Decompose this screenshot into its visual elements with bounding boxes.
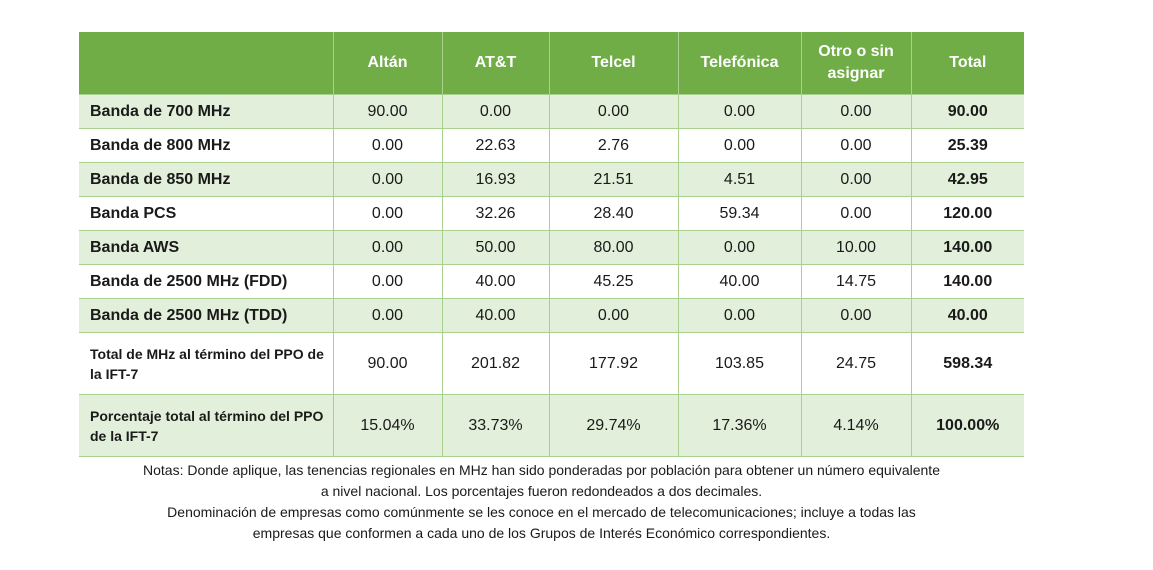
cell-telcel: 28.40 bbox=[548, 196, 679, 231]
cell-telcel: 21.51 bbox=[548, 162, 679, 197]
cell-altan: 0.00 bbox=[332, 196, 443, 231]
note-line: a nivel nacional. Los porcentajes fueron… bbox=[320, 483, 763, 499]
header-otro: Otro o sin asignar bbox=[800, 32, 912, 95]
cell-telcel: 0.00 bbox=[548, 94, 679, 129]
cell-att: 32.26 bbox=[441, 196, 550, 231]
cell-telcel: 80.00 bbox=[548, 230, 679, 265]
cell-att: 40.00 bbox=[441, 264, 550, 299]
table-row-total-mhz: Total de MHz al término del PPO de la IF… bbox=[79, 332, 1024, 395]
cell-otro: 0.00 bbox=[800, 196, 912, 231]
row-label: Banda de 800 MHz bbox=[79, 128, 334, 163]
cell-altan: 0.00 bbox=[332, 230, 443, 265]
header-att: AT&T bbox=[441, 32, 550, 95]
cell-altan: 90.00 bbox=[332, 94, 443, 129]
cell-telcel: 177.92 bbox=[548, 332, 679, 395]
table-row: Banda PCS 0.00 32.26 28.40 59.34 0.00 12… bbox=[79, 196, 1024, 231]
cell-telefonica: 0.00 bbox=[677, 94, 802, 129]
cell-total: 120.00 bbox=[910, 196, 1024, 231]
cell-altan: 0.00 bbox=[332, 128, 443, 163]
table-row: Banda de 2500 MHz (TDD) 0.00 40.00 0.00 … bbox=[79, 298, 1024, 333]
cell-att: 50.00 bbox=[441, 230, 550, 265]
cell-att: 201.82 bbox=[441, 332, 550, 395]
note-line: Notas: Donde aplique, las tenencias regi… bbox=[143, 462, 940, 478]
cell-altan: 15.04% bbox=[332, 394, 443, 457]
table-header-row: Altán AT&T Telcel Telefónica Otro o sin … bbox=[79, 32, 1024, 95]
cell-telcel: 0.00 bbox=[548, 298, 679, 333]
cell-total: 140.00 bbox=[910, 264, 1024, 299]
cell-otro: 4.14% bbox=[800, 394, 912, 457]
cell-altan: 0.00 bbox=[332, 298, 443, 333]
cell-telefonica: 0.00 bbox=[677, 230, 802, 265]
cell-total: 100.00% bbox=[910, 394, 1024, 457]
cell-altan: 90.00 bbox=[332, 332, 443, 395]
table-row-percentage: Porcentaje total al término del PPO de l… bbox=[79, 394, 1024, 457]
table-row: Banda de 700 MHz 90.00 0.00 0.00 0.00 0.… bbox=[79, 94, 1024, 129]
row-label: Banda PCS bbox=[79, 196, 334, 231]
row-label: Banda de 700 MHz bbox=[79, 94, 334, 129]
table-row: Banda AWS 0.00 50.00 80.00 0.00 10.00 14… bbox=[79, 230, 1024, 265]
header-telcel: Telcel bbox=[548, 32, 679, 95]
cell-total: 598.34 bbox=[910, 332, 1024, 395]
table-row: Banda de 800 MHz 0.00 22.63 2.76 0.00 0.… bbox=[79, 128, 1024, 163]
row-label: Banda de 850 MHz bbox=[79, 162, 334, 197]
cell-telefonica: 0.00 bbox=[677, 128, 802, 163]
cell-att: 0.00 bbox=[441, 94, 550, 129]
spectrum-holdings-table: Altán AT&T Telcel Telefónica Otro o sin … bbox=[79, 32, 1024, 457]
cell-att: 40.00 bbox=[441, 298, 550, 333]
cell-otro: 24.75 bbox=[800, 332, 912, 395]
row-label: Total de MHz al término del PPO de la IF… bbox=[79, 332, 334, 395]
cell-altan: 0.00 bbox=[332, 264, 443, 299]
cell-telefonica: 4.51 bbox=[677, 162, 802, 197]
cell-otro: 0.00 bbox=[800, 128, 912, 163]
cell-telefonica: 59.34 bbox=[677, 196, 802, 231]
cell-telcel: 45.25 bbox=[548, 264, 679, 299]
table-notes: Notas: Donde aplique, las tenencias regi… bbox=[79, 460, 1004, 544]
cell-total: 25.39 bbox=[910, 128, 1024, 163]
header-blank-cell bbox=[79, 32, 334, 95]
note-line: Denominación de empresas como comúnmente… bbox=[167, 504, 916, 520]
cell-att: 22.63 bbox=[441, 128, 550, 163]
row-label: Porcentaje total al término del PPO de l… bbox=[79, 394, 334, 457]
cell-telefonica: 17.36% bbox=[677, 394, 802, 457]
cell-total: 42.95 bbox=[910, 162, 1024, 197]
cell-total: 140.00 bbox=[910, 230, 1024, 265]
table-row: Banda de 2500 MHz (FDD) 0.00 40.00 45.25… bbox=[79, 264, 1024, 299]
table-row: Banda de 850 MHz 0.00 16.93 21.51 4.51 0… bbox=[79, 162, 1024, 197]
header-total: Total bbox=[910, 32, 1024, 95]
row-label: Banda de 2500 MHz (TDD) bbox=[79, 298, 334, 333]
header-altan: Altán bbox=[332, 32, 443, 95]
cell-otro: 0.00 bbox=[800, 162, 912, 197]
row-label: Banda AWS bbox=[79, 230, 334, 265]
note-line: empresas que conformen a cada uno de los… bbox=[252, 525, 831, 541]
cell-telcel: 2.76 bbox=[548, 128, 679, 163]
cell-att: 33.73% bbox=[441, 394, 550, 457]
row-label: Banda de 2500 MHz (FDD) bbox=[79, 264, 334, 299]
cell-telcel: 29.74% bbox=[548, 394, 679, 457]
header-telefonica: Telefónica bbox=[677, 32, 802, 95]
cell-telefonica: 0.00 bbox=[677, 298, 802, 333]
cell-altan: 0.00 bbox=[332, 162, 443, 197]
cell-total: 90.00 bbox=[910, 94, 1024, 129]
cell-att: 16.93 bbox=[441, 162, 550, 197]
cell-telefonica: 103.85 bbox=[677, 332, 802, 395]
cell-otro: 10.00 bbox=[800, 230, 912, 265]
cell-total: 40.00 bbox=[910, 298, 1024, 333]
cell-otro: 14.75 bbox=[800, 264, 912, 299]
cell-otro: 0.00 bbox=[800, 94, 912, 129]
cell-telefonica: 40.00 bbox=[677, 264, 802, 299]
cell-otro: 0.00 bbox=[800, 298, 912, 333]
